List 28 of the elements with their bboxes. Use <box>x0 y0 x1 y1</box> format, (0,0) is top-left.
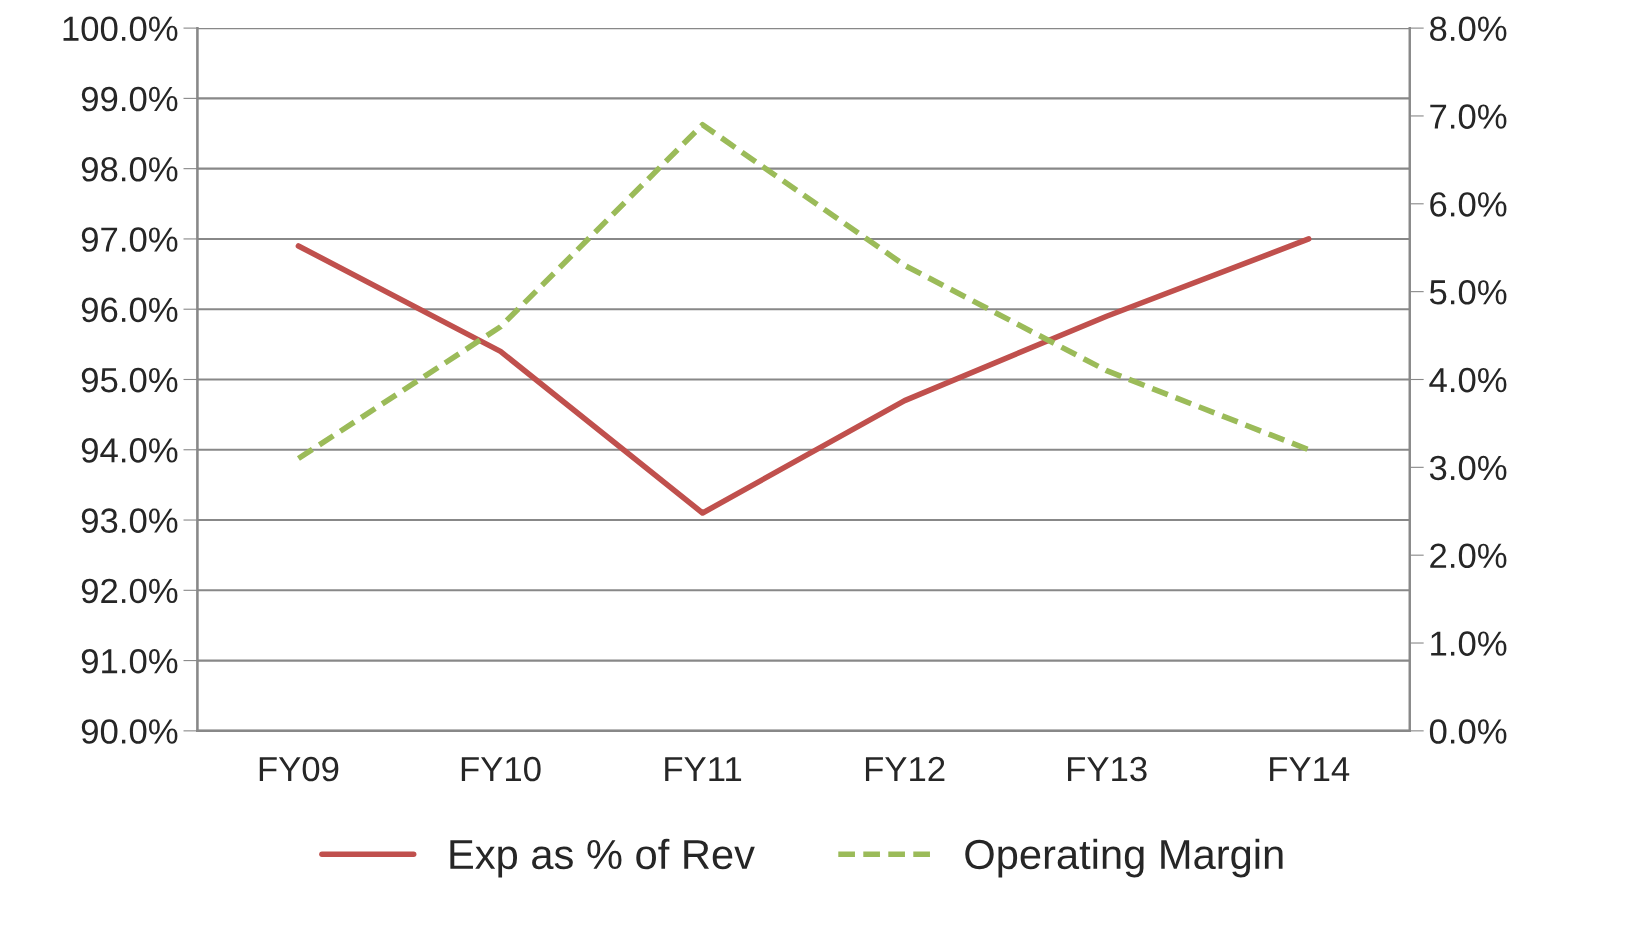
x-tick-label: FY14 <box>1270 757 1350 782</box>
x-tick-label: FY09 <box>259 756 339 782</box>
y-tick-label: 99.0% <box>81 86 178 112</box>
y2-tick-label: 8.0% <box>1430 16 1507 42</box>
y-tick-label: 92.0% <box>81 578 178 604</box>
y2-tick-label: 1.0% <box>1431 631 1507 656</box>
y2-tick-label: 3.0% <box>1429 455 1507 481</box>
y-tick-label: 98.0% <box>81 157 178 182</box>
x-tick-label: FY13 <box>1068 756 1147 782</box>
y2-tick-label: 7.0% <box>1430 104 1507 129</box>
x-tick-label: FY10 <box>461 756 541 782</box>
y2-tick-label: 6.0% <box>1430 192 1507 217</box>
y2-tick-label: 0.0% <box>1429 719 1507 744</box>
y-tick-label: 97.0% <box>81 227 178 252</box>
legend-label: Exp as % of Rev <box>450 838 755 878</box>
y-tick-label: 100.0% <box>63 16 178 42</box>
y2-tick-label: 2.0% <box>1430 543 1507 569</box>
x-tick-label: FY12 <box>865 756 945 782</box>
y-tick-label: 94.0% <box>81 438 178 463</box>
x-tick-label: FY11 <box>665 757 742 782</box>
legend-label: Operating Margin <box>965 838 1283 878</box>
y-tick-label: 93.0% <box>81 508 178 533</box>
y-tick-label: 96.0% <box>81 297 178 323</box>
y-tick-label: 90.0% <box>81 719 178 744</box>
y2-tick-label: 5.0% <box>1429 279 1507 305</box>
y-tick-label: 95.0% <box>81 367 178 393</box>
y2-tick-label: 4.0% <box>1429 367 1507 393</box>
y-tick-label: 91.0% <box>81 648 178 674</box>
